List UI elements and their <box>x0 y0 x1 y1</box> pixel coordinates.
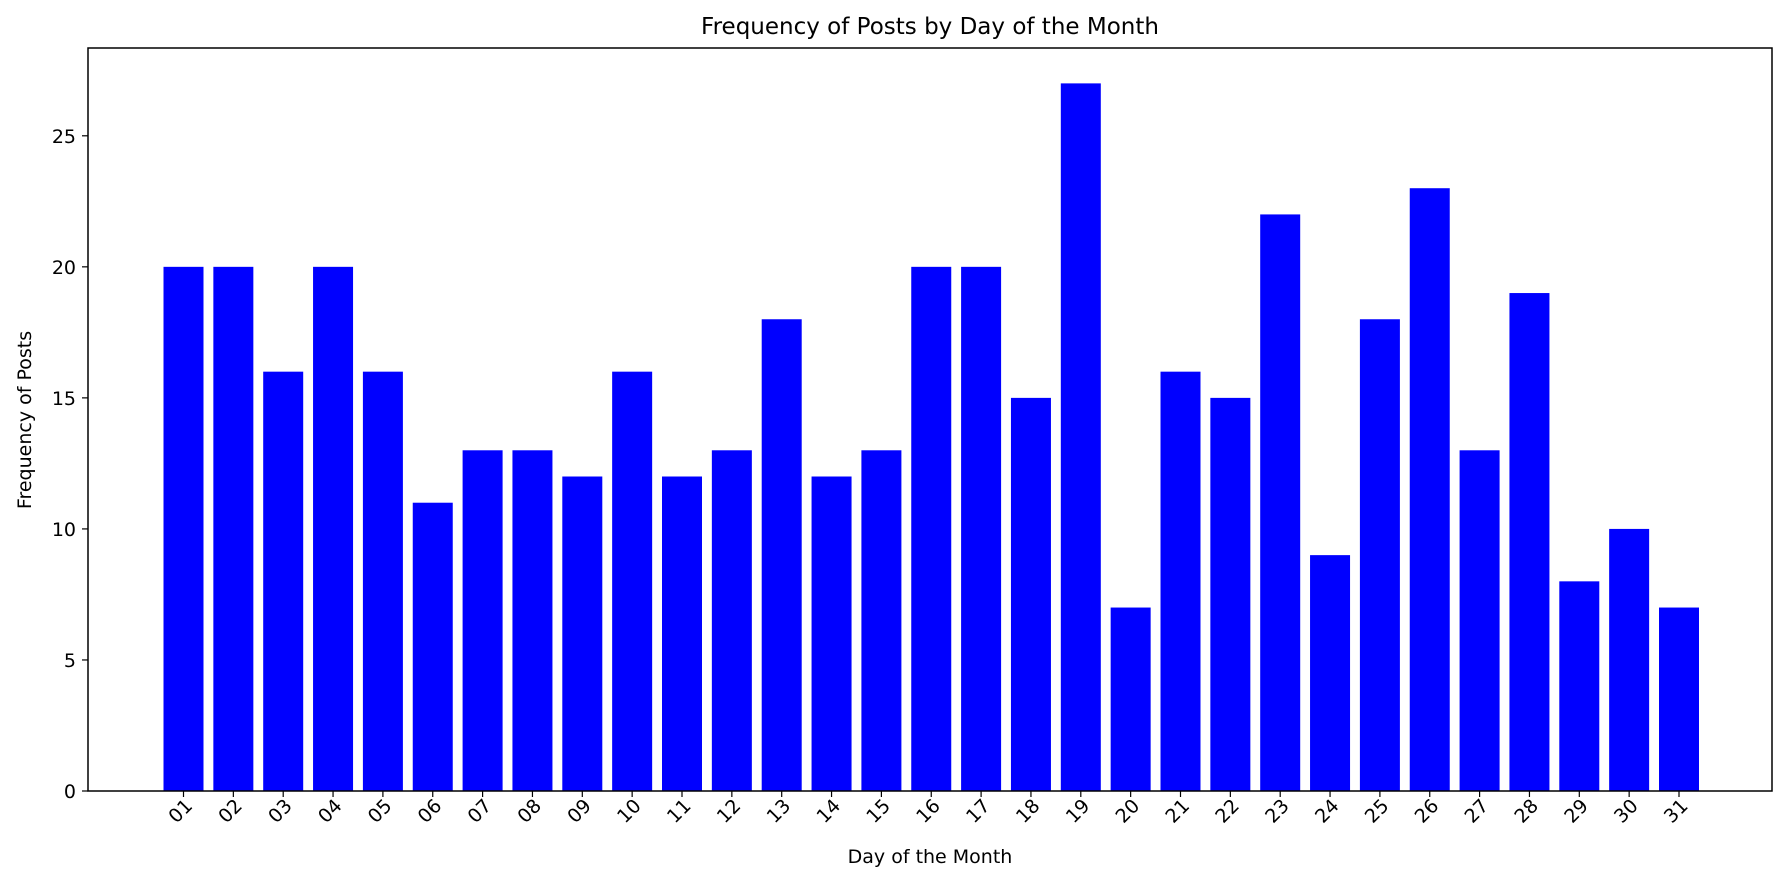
x-tick-label: 30 <box>1610 795 1643 828</box>
bar-11 <box>662 476 702 791</box>
bar-13 <box>761 319 802 791</box>
y-tick-label: 25 <box>52 126 76 148</box>
bar-06 <box>412 502 453 791</box>
x-tick-label: 26 <box>1411 795 1444 828</box>
x-tick-label: 28 <box>1510 795 1543 828</box>
x-tick-label: 16 <box>912 795 945 828</box>
x-tick-label: 08 <box>513 795 546 828</box>
y-axis-title: Frequency of Posts <box>14 331 36 509</box>
bar-19 <box>1060 83 1101 791</box>
y-tick-label: 20 <box>52 257 76 279</box>
x-axis: 01 02 03 04 05 06 07 08 09 10 11 12 13 14 15 16 17 18 19 20… <box>164 791 1693 828</box>
bar-28 <box>1509 293 1550 791</box>
bar-12 <box>711 450 752 791</box>
x-tick-label: 02 <box>214 795 247 828</box>
bar-05 <box>362 371 403 791</box>
x-tick-label: 05 <box>364 795 397 828</box>
bar-09 <box>562 476 603 791</box>
x-tick-label: 14 <box>812 795 845 828</box>
bar-02 <box>213 266 254 792</box>
x-tick-label: 01 <box>164 795 197 828</box>
y-tick-label: 15 <box>52 388 76 410</box>
x-tick-label: 03 <box>264 795 297 828</box>
x-tick-label: 17 <box>962 795 995 828</box>
bar-26 <box>1409 188 1450 791</box>
bar-04 <box>313 266 354 792</box>
x-tick-label: 25 <box>1361 795 1394 828</box>
x-tick-label: 23 <box>1261 795 1294 828</box>
x-tick-label: 06 <box>414 795 447 828</box>
bar-21 <box>1160 371 1201 791</box>
bar-23 <box>1260 214 1301 792</box>
x-tick-label: 24 <box>1311 795 1344 828</box>
x-tick-label: 20 <box>1112 795 1145 828</box>
bar-29 <box>1559 581 1600 791</box>
bar-24 <box>1310 555 1351 791</box>
bar-20 <box>1110 607 1151 791</box>
bar-27 <box>1459 450 1500 791</box>
x-tick-label: 19 <box>1062 795 1095 828</box>
x-tick-label: 21 <box>1161 795 1194 828</box>
x-tick-label: 18 <box>1012 795 1045 828</box>
bars-group <box>163 83 1699 792</box>
bar-31 <box>1659 607 1699 791</box>
bar-03 <box>263 371 304 791</box>
y-tick-label: 0 <box>64 781 76 803</box>
x-tick-label: 13 <box>763 795 796 828</box>
x-tick-label: 12 <box>713 795 746 828</box>
y-tick-label: 10 <box>52 519 76 541</box>
bar-07 <box>462 450 503 791</box>
bar-22 <box>1210 397 1251 791</box>
x-tick-label: 11 <box>663 795 696 828</box>
x-tick-label: 07 <box>463 795 496 828</box>
bar-17 <box>961 266 1002 792</box>
x-tick-label: 29 <box>1560 795 1593 828</box>
x-tick-label: 31 <box>1660 795 1693 828</box>
bar-10 <box>612 371 653 791</box>
x-tick-label: 04 <box>314 795 347 828</box>
x-tick-label: 10 <box>613 795 646 828</box>
x-tick-label: 27 <box>1460 795 1493 828</box>
y-axis: 0 5 10 15 20 25 <box>52 126 88 803</box>
bar-16 <box>911 266 952 792</box>
bar-15 <box>861 450 902 791</box>
chart-title: Frequency of Posts by Day of the Month <box>701 14 1159 40</box>
x-tick-label: 09 <box>563 795 596 828</box>
bar-30 <box>1609 528 1650 791</box>
bar-25 <box>1359 319 1400 791</box>
bar-18 <box>1010 397 1051 791</box>
x-axis-title: Day of the Month <box>848 846 1013 868</box>
plot-area-frame <box>87 47 1773 792</box>
x-tick-label: 15 <box>862 795 895 828</box>
y-tick-label: 5 <box>64 650 76 672</box>
x-tick-label: 22 <box>1211 795 1244 828</box>
bar-01 <box>163 266 204 792</box>
bar-08 <box>512 450 553 791</box>
bar-14 <box>811 476 852 791</box>
